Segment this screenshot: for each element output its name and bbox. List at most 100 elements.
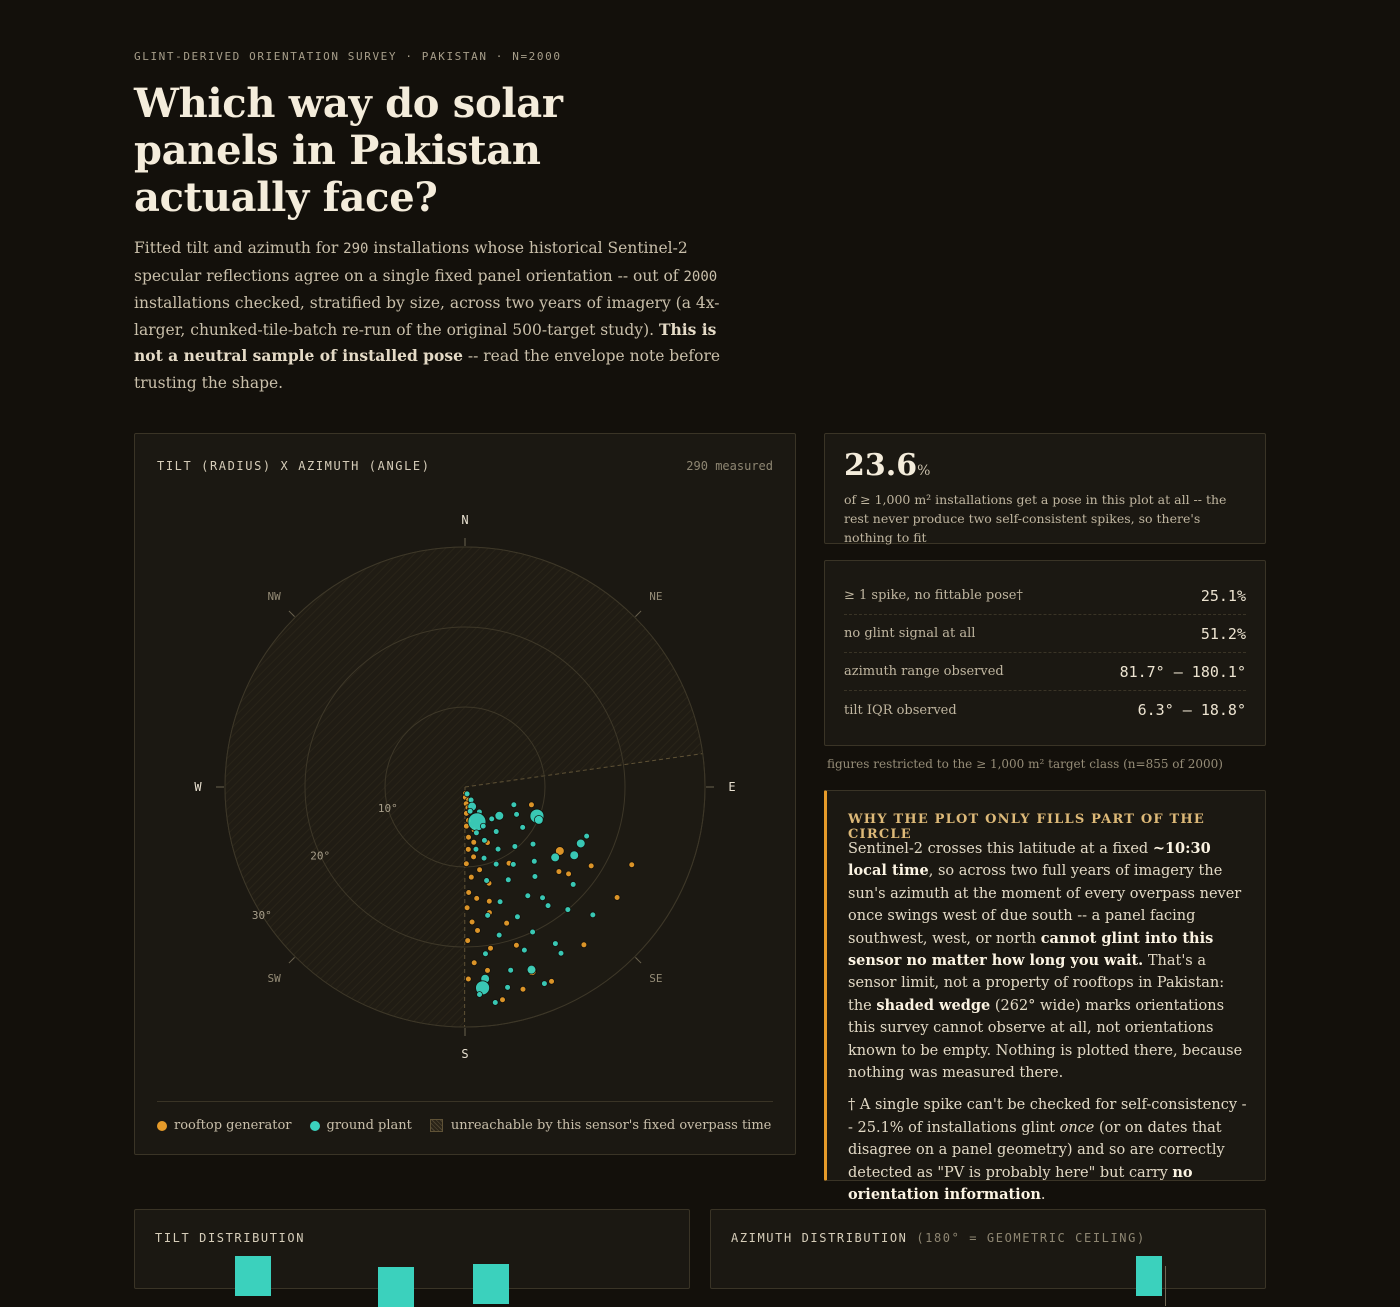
ground-plant-point: [590, 912, 596, 918]
rooftop-point: [581, 942, 587, 948]
compass-tick: [289, 957, 295, 963]
ground-plant-point: [485, 913, 491, 919]
compass-label: NE: [649, 590, 662, 603]
total-count: 2000: [683, 269, 717, 285]
chart-legend: rooftop generator ground plant unreachab…: [157, 1118, 789, 1133]
compass-label: E: [728, 780, 735, 794]
rooftop-point: [614, 895, 620, 901]
ground-plant-point: [576, 839, 585, 848]
rooftop-point: [464, 905, 470, 911]
ground-plant-point: [540, 895, 546, 901]
azimuth-distribution-panel: AZIMUTH DISTRIBUTION (180° = GEOMETRIC C…: [710, 1209, 1266, 1289]
tilt-ring-label: 30°: [252, 909, 272, 922]
rooftop-point: [465, 976, 471, 982]
hatch-swatch: [430, 1119, 443, 1132]
ground-plant-point: [492, 1000, 498, 1006]
ground-plant-point: [534, 815, 543, 824]
ground-plant-point: [558, 950, 564, 956]
compass-label: S: [461, 1047, 468, 1061]
ground-plant-point: [542, 981, 548, 987]
envelope-note-body: Sentinel-2 crosses this latitude at a fi…: [848, 838, 1248, 1217]
ground-plant-point: [520, 824, 526, 830]
ground-plant-point: [584, 833, 590, 839]
legend-divider: [157, 1101, 773, 1102]
ground-plant-point: [484, 878, 490, 884]
ground-plant-point: [570, 882, 576, 888]
ground-plant-point: [514, 812, 520, 818]
rooftop-point: [469, 919, 475, 925]
ground-plant-point: [483, 951, 489, 957]
ground-plant-point: [508, 967, 514, 973]
rooftop-point: [471, 839, 477, 845]
rooftop-point: [466, 890, 472, 896]
ground-plant-point: [467, 808, 473, 814]
ground-plant-point: [481, 855, 487, 861]
ground-plant-point: [473, 846, 479, 852]
ground-plant-point: [511, 802, 517, 808]
tilt-distribution-panel: TILT DISTRIBUTION: [134, 1209, 690, 1289]
tilt-bar: [473, 1264, 509, 1304]
tilt-bar: [378, 1267, 414, 1307]
ground-plant-point: [495, 811, 504, 820]
ground-plant-point: [532, 874, 538, 880]
headline-stat-card: 23.6% of ≥ 1,000 m² installations get a …: [824, 433, 1266, 544]
envelope-note-footnote: † A single spike can't be checked for se…: [848, 1094, 1248, 1206]
compass-label: N: [461, 513, 468, 527]
survey-kicker: GLINT-DERIVED ORIENTATION SURVEY · PAKIS…: [134, 50, 562, 63]
legend-item-unreachable: unreachable by this sensor's fixed overp…: [430, 1118, 771, 1133]
ground-plant-point: [527, 965, 536, 974]
ground-plant-point: [489, 816, 495, 822]
envelope-note-card: WHY THE PLOT ONLY FILLS PART OF THE CIRC…: [824, 790, 1266, 1181]
ground-plant-point: [496, 932, 502, 938]
rooftop-point: [486, 898, 492, 904]
ground-plant-point: [477, 992, 483, 998]
compass-label: SE: [649, 972, 662, 985]
compass-tick: [635, 611, 641, 617]
rooftop-point: [463, 861, 469, 867]
ground-swatch: [310, 1121, 320, 1131]
page-title: Which way do solar panels in Pakistan ac…: [134, 80, 654, 221]
rooftop-point: [529, 802, 535, 808]
compass-tick: [289, 611, 295, 617]
stats-table: ≥ 1 spike, no fittable pose†25.1% no gli…: [824, 560, 1266, 746]
ground-plant-point: [493, 829, 499, 835]
compass-label: NW: [267, 590, 281, 603]
ground-plant-point: [512, 844, 518, 850]
rooftop-point: [520, 986, 526, 992]
headline-stat-description: of ≥ 1,000 m² installations get a pose i…: [844, 490, 1249, 547]
rooftop-point: [556, 869, 562, 875]
table-footnote: figures restricted to the ≥ 1,000 m² tar…: [827, 757, 1223, 771]
ground-plant-point: [515, 914, 521, 920]
rooftop-point: [475, 928, 481, 934]
rooftop-point: [466, 834, 472, 840]
rooftop-point: [465, 846, 471, 852]
ground-plant-point: [545, 903, 551, 909]
lede-paragraph: Fitted tilt and azimuth for 290 installa…: [134, 235, 734, 396]
ground-plant-point: [510, 861, 516, 867]
azimuth-distribution-label: AZIMUTH DISTRIBUTION (180° = GEOMETRIC C…: [731, 1231, 1146, 1245]
rooftop-point: [500, 997, 506, 1003]
azimuth-ceiling-marker: [1165, 1266, 1166, 1306]
ground-plant-point: [474, 830, 480, 836]
legend-item-rooftop: rooftop generator: [157, 1118, 292, 1133]
rooftop-point: [477, 867, 483, 873]
ground-plant-point: [495, 846, 501, 852]
rooftop-point: [488, 945, 494, 951]
ground-plant-point: [530, 929, 536, 935]
ground-plant-point: [497, 899, 503, 905]
ground-plant-point: [570, 851, 579, 860]
tilt-ring-label: 20°: [310, 849, 330, 862]
rooftop-point: [468, 874, 474, 880]
rooftop-swatch: [157, 1121, 167, 1131]
ground-plant-point: [553, 941, 559, 947]
ground-plant-point: [565, 907, 571, 913]
rooftop-point: [566, 871, 572, 877]
ground-plant-point: [521, 947, 527, 953]
polar-chart-panel: TILT (RADIUS) X AZIMUTH (ANGLE) 290 meas…: [134, 433, 796, 1155]
ground-plant-point: [505, 984, 511, 990]
ground-plant-point: [464, 791, 470, 797]
ground-plant-point: [482, 837, 488, 843]
